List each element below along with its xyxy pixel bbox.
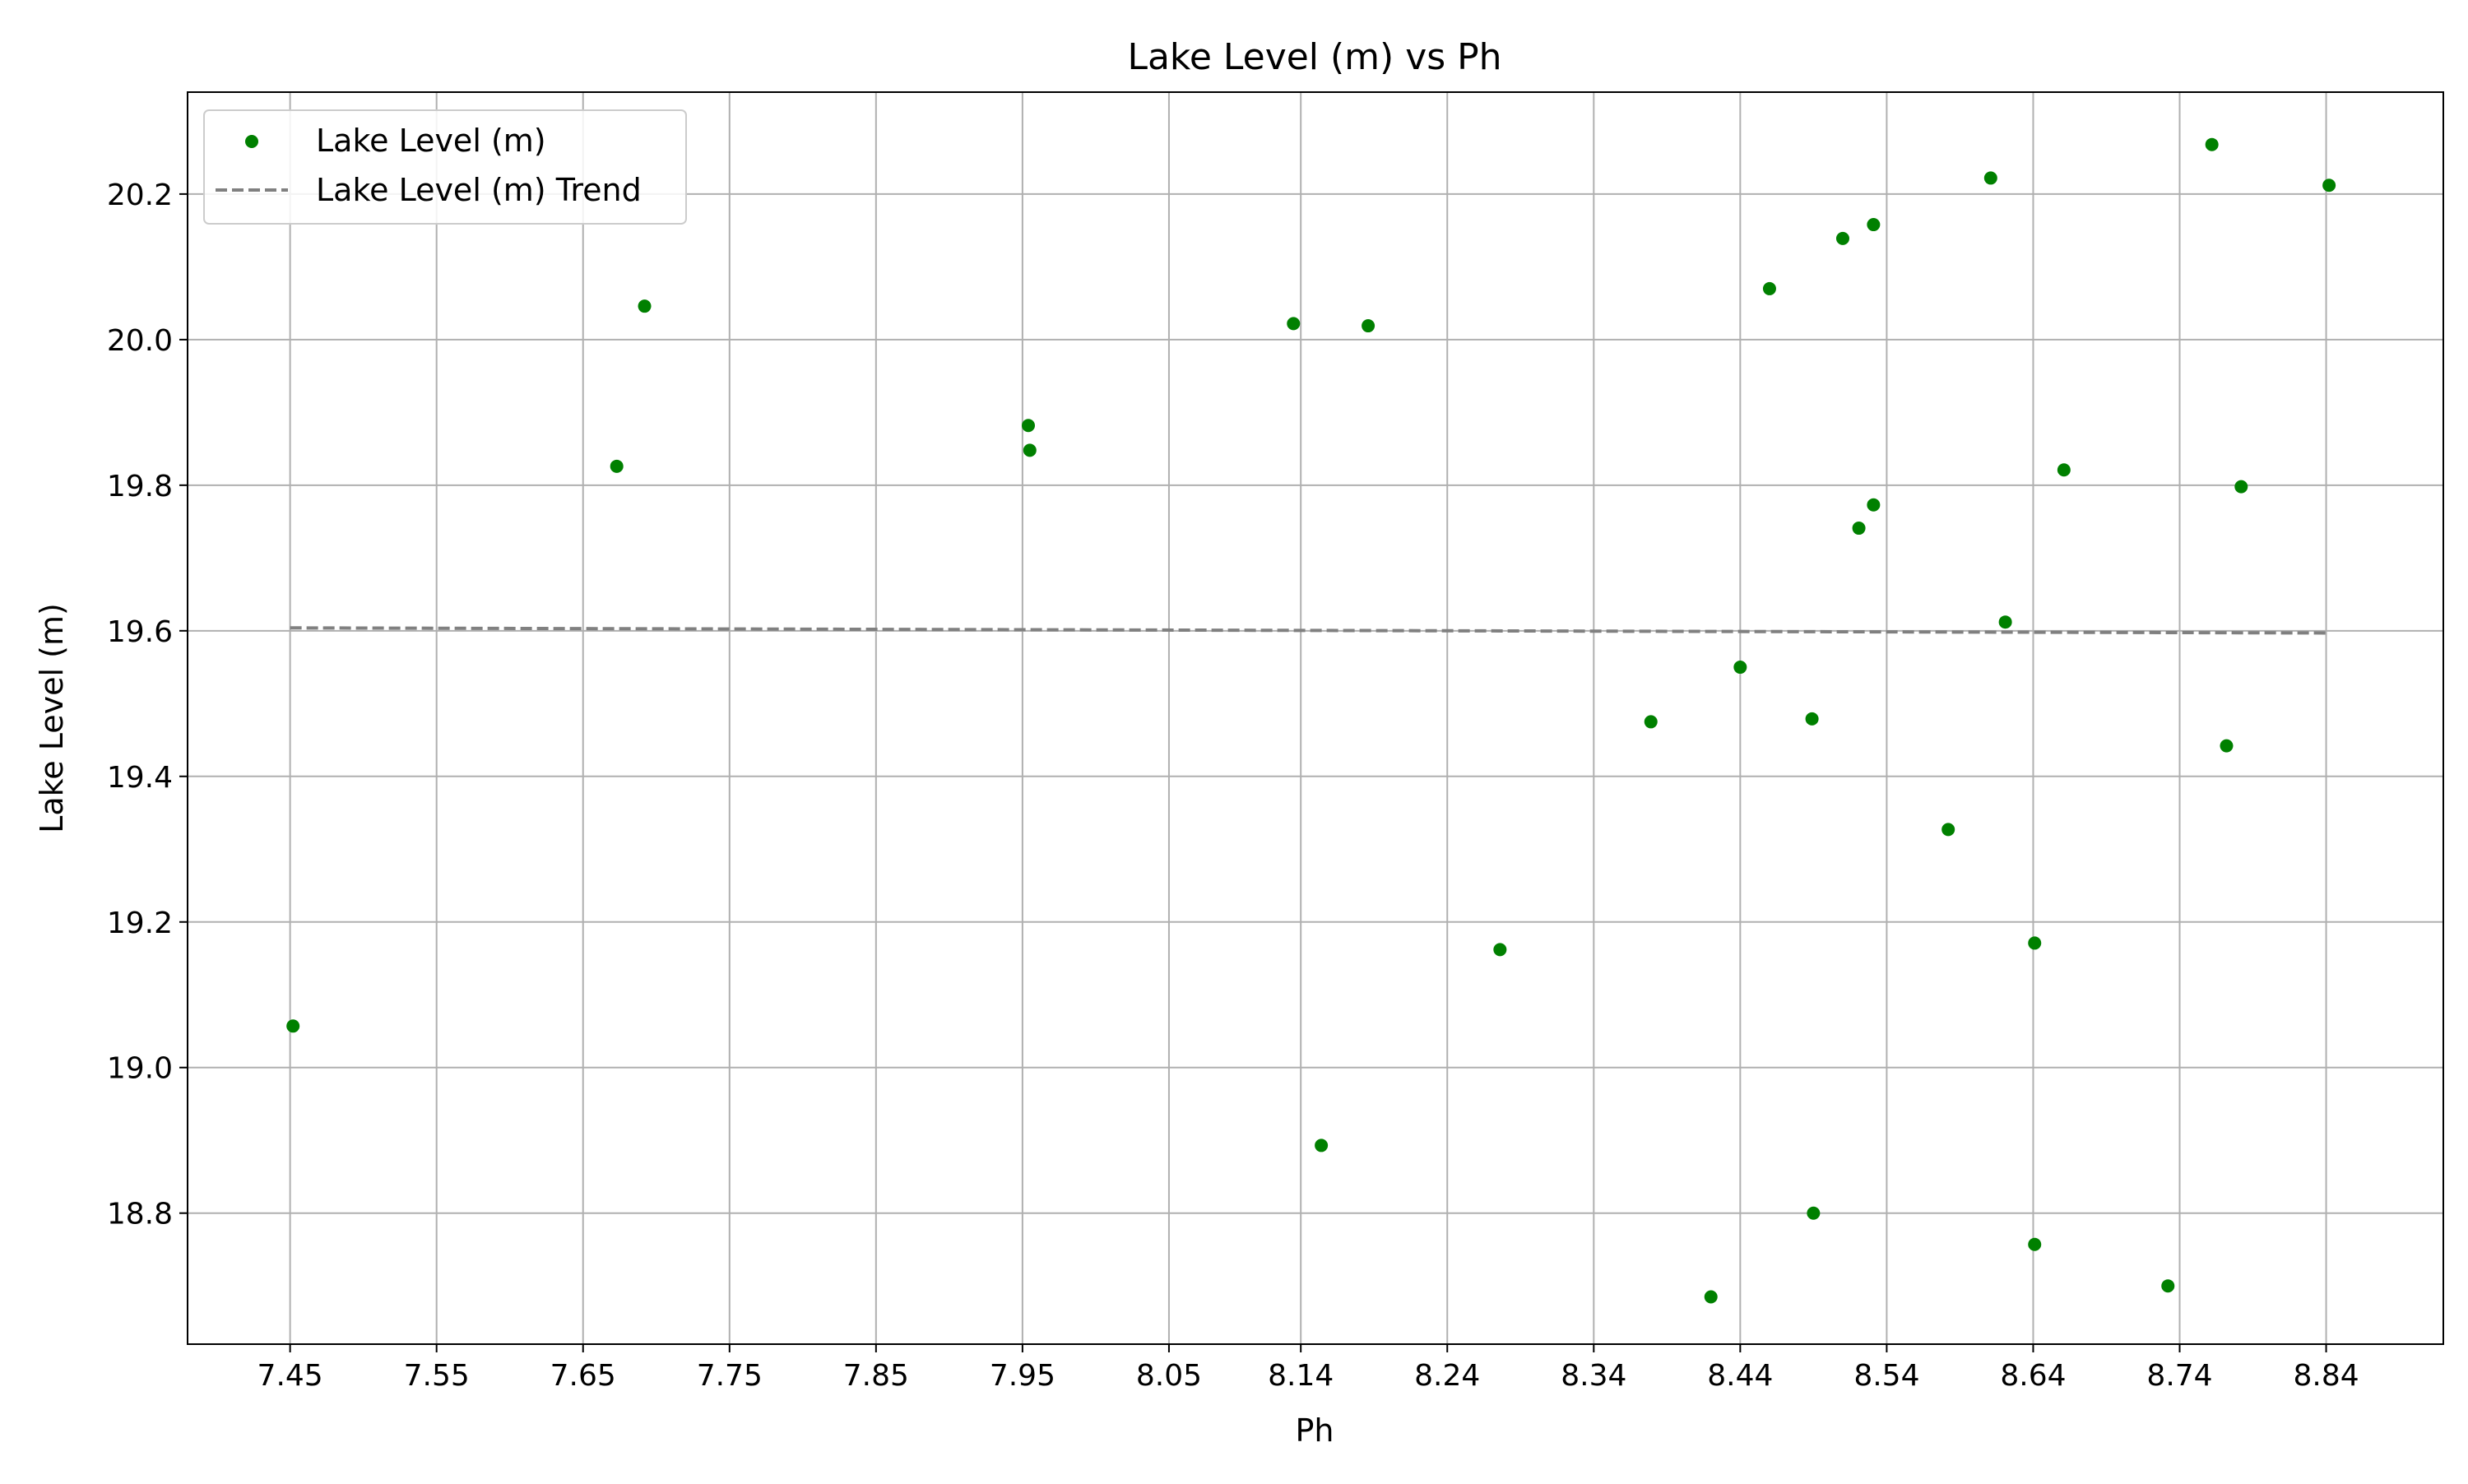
legend-marker-scatter	[245, 135, 258, 148]
scatter-points-layer	[286, 137, 2336, 1304]
x-tick-label: 7.75	[697, 1359, 763, 1393]
scatter-point	[1315, 1139, 1329, 1152]
y-tick-label: 20.2	[107, 179, 173, 212]
y-tick-label: 18.8	[107, 1198, 173, 1231]
scatter-point	[1807, 1206, 1821, 1220]
chart-title: Lake Level (m) vs Ph	[1127, 36, 1501, 78]
scatter-point	[2028, 936, 2042, 950]
scatter-point	[2220, 739, 2234, 753]
scatter-point	[1867, 218, 1881, 232]
x-tick-label: 8.44	[1707, 1359, 1773, 1393]
scatter-point	[2028, 1237, 2042, 1251]
scatter-point	[1835, 231, 1849, 245]
legend-label-scatter: Lake Level (m)	[316, 123, 546, 159]
x-axis-label: Ph	[1296, 1412, 1334, 1449]
x-tick-label: 7.55	[404, 1359, 470, 1393]
y-axis-label: Lake Level (m)	[34, 603, 70, 833]
legend-label-trend: Lake Level (m) Trend	[316, 172, 642, 208]
x-tick-label: 8.64	[2000, 1359, 2066, 1393]
y-tick-label: 19.2	[107, 907, 173, 940]
scatter-point	[286, 1019, 300, 1033]
x-tick-label: 8.05	[1136, 1359, 1202, 1393]
x-tick-label: 7.85	[843, 1359, 909, 1393]
scatter-point	[610, 459, 624, 473]
scatter-point	[2161, 1279, 2175, 1293]
y-tick-label: 19.4	[107, 761, 173, 795]
plot-area-frame	[187, 91, 2444, 1345]
x-axis-ticks: 7.45 7.55 7.65 7.75 7.85 7.95 8.05 8.14 8.24 8.34…	[257, 1344, 2359, 1393]
scatter-point	[1867, 498, 1881, 512]
trend-line	[290, 626, 2330, 635]
scatter-point	[1022, 419, 1036, 433]
scatter-point	[1983, 171, 1997, 185]
scatter-point	[2322, 179, 2336, 192]
scatter-point	[1644, 715, 1658, 729]
scatter-point	[1023, 443, 1037, 457]
x-tick-label: 8.54	[1853, 1359, 1919, 1393]
scatter-point	[1852, 522, 1866, 536]
legend: Lake Level (m) Lake Level (m) Trend	[203, 109, 687, 225]
x-tick-label: 8.14	[1268, 1359, 1334, 1393]
scatter-point	[638, 299, 652, 313]
scatter-point	[1733, 661, 1747, 675]
x-tick-label: 7.95	[990, 1359, 1055, 1393]
scatter-point	[1998, 615, 2012, 629]
x-tick-label: 8.24	[1414, 1359, 1480, 1393]
scatter-point	[2234, 480, 2248, 494]
y-tick-label: 20.0	[107, 324, 173, 358]
scatter-point	[1493, 943, 1507, 957]
x-tick-label: 8.74	[2146, 1359, 2212, 1393]
scatter-point	[1704, 1290, 1718, 1304]
scatter-point	[1362, 319, 1375, 333]
scatter-point	[1287, 317, 1301, 331]
scatter-point	[1762, 281, 1776, 295]
y-tick-label: 19.0	[107, 1052, 173, 1086]
scatter-point	[1805, 712, 1819, 726]
x-tick-label: 7.65	[550, 1359, 616, 1393]
scatter-point	[1941, 823, 1955, 837]
x-tick-label: 8.84	[2293, 1359, 2359, 1393]
x-tick-label: 7.45	[257, 1359, 323, 1393]
scatter-point	[2057, 463, 2071, 477]
scatter-point	[2205, 137, 2219, 151]
y-axis-ticks: 18.8 19.0 19.2 19.4 19.6 19.8 20.0 20.2	[107, 179, 188, 1231]
trend-line-layer	[290, 626, 2330, 635]
y-tick-label: 19.6	[107, 615, 173, 649]
legend-box	[203, 109, 687, 225]
x-tick-label: 8.34	[1561, 1359, 1626, 1393]
y-tick-label: 19.8	[107, 470, 173, 503]
